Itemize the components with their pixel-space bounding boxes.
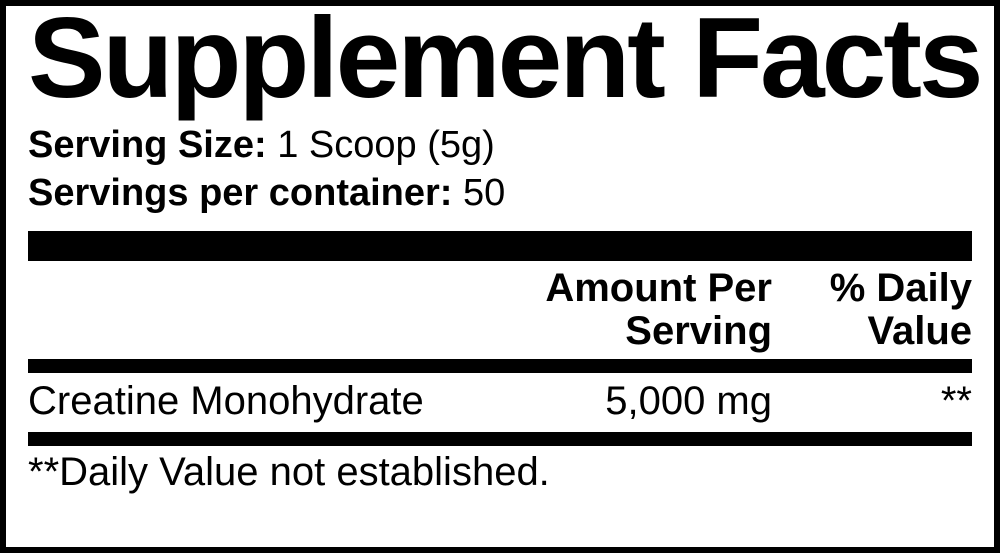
- ingredient-amount: 5,000 mg: [472, 379, 772, 424]
- header-amount-line1: Amount Per: [545, 266, 772, 310]
- ingredient-row: Creatine Monohydrate 5,000 mg **: [28, 373, 972, 432]
- ingredient-name: Creatine Monohydrate: [28, 379, 472, 424]
- serving-size-line: Serving Size: 1 Scoop (5g): [28, 122, 972, 170]
- ingredient-daily-value: **: [772, 379, 972, 424]
- serving-size-label: Serving Size:: [28, 124, 267, 166]
- divider-thick: [28, 231, 972, 261]
- header-daily-value: % Daily Value: [772, 267, 972, 353]
- supplement-facts-panel: Supplement Facts Serving Size: 1 Scoop (…: [0, 0, 1000, 553]
- header-dv-line1: % Daily: [830, 266, 972, 310]
- divider-medium-bottom: [28, 432, 972, 446]
- header-dv-line2: Value: [867, 309, 972, 353]
- column-headers: Amount Per Serving % Daily Value: [28, 267, 972, 353]
- header-amount: Amount Per Serving: [472, 267, 772, 353]
- servings-per-container-value: 50: [452, 172, 505, 214]
- footnote: **Daily Value not established.: [28, 446, 972, 495]
- divider-medium-top: [28, 359, 972, 373]
- panel-title: Supplement Facts: [28, 2, 991, 116]
- serving-size-value: 1 Scoop (5g): [267, 124, 495, 166]
- servings-per-container-line: Servings per container: 50: [28, 170, 972, 218]
- header-spacer: [28, 267, 472, 353]
- servings-per-container-label: Servings per container:: [28, 172, 452, 214]
- header-amount-line2: Serving: [625, 309, 772, 353]
